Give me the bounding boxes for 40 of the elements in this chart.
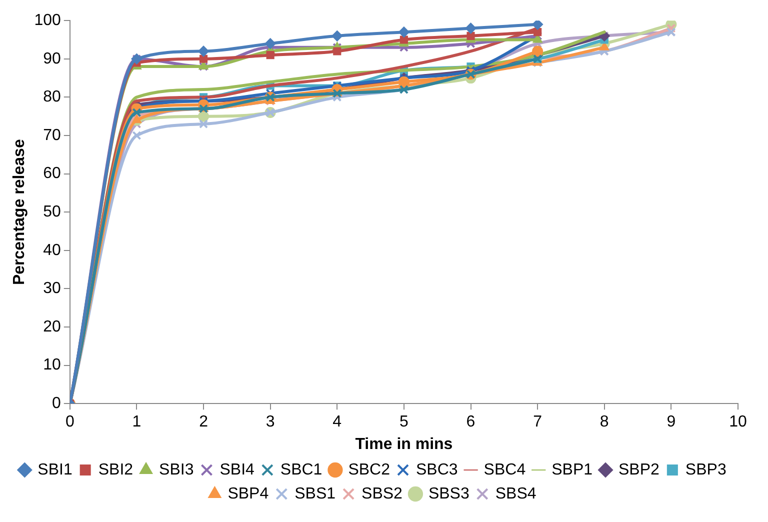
y-tick-label: 80 (43, 88, 61, 106)
legend-label: SBI4 (220, 461, 255, 478)
legend-label: SBP4 (228, 485, 269, 502)
y-tick-label: 30 (43, 280, 61, 298)
y-tick-label: 60 (43, 165, 61, 182)
x-tick-label: 0 (65, 414, 74, 431)
y-tick-label: 0 (52, 395, 61, 412)
x-tick-label: 8 (600, 414, 609, 431)
legend-label: SBC2 (348, 461, 390, 478)
legend-label: SBS1 (294, 485, 336, 502)
y-tick-label: 90 (43, 50, 61, 68)
x-tick-label: 3 (266, 414, 275, 431)
x-tick-label: 1 (132, 414, 142, 431)
y-tick-label: 100 (34, 12, 61, 30)
x-tick-label: 5 (399, 414, 408, 431)
legend-label: SBI1 (38, 461, 72, 478)
x-tick-label: 6 (466, 414, 476, 431)
y-tick-label: 50 (43, 204, 61, 221)
x-tick-label: 7 (533, 414, 542, 431)
legend-label: SBP1 (552, 461, 593, 478)
legend-label: SBC3 (416, 461, 458, 478)
legend-label: SBS2 (362, 485, 403, 502)
y-tick-label: 20 (43, 318, 61, 336)
legend-label: SBI3 (159, 461, 194, 478)
y-tick-label: 40 (43, 242, 61, 259)
y-axis-title: Percentage release (11, 139, 28, 286)
legend-label: SBP3 (685, 461, 726, 478)
legend-label: SBS4 (495, 485, 536, 502)
y-tick-label: 10 (43, 356, 61, 374)
legend-label: SBC1 (280, 461, 322, 478)
x-tick-label: 2 (199, 414, 208, 431)
legend-label: SBC4 (484, 461, 526, 478)
y-tick-label: 70 (43, 126, 61, 144)
legend-label: SBS3 (428, 485, 470, 502)
x-tick-label: 4 (332, 414, 342, 431)
x-tick-label: 10 (729, 414, 747, 431)
x-axis-title: Time in mins (355, 436, 453, 453)
legend-label: SBP2 (618, 461, 660, 478)
x-tick-label: 9 (666, 414, 676, 431)
legend-label: SBI2 (98, 461, 134, 478)
